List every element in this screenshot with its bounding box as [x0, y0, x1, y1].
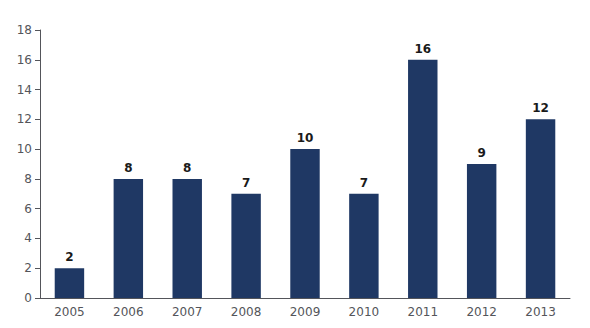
svg-text:2012: 2012	[466, 305, 497, 319]
svg-text:2008: 2008	[231, 305, 262, 319]
svg-text:7: 7	[242, 176, 250, 190]
svg-text:2: 2	[65, 250, 73, 264]
svg-text:14: 14	[17, 83, 32, 97]
svg-text:2013: 2013	[525, 305, 556, 319]
svg-text:2006: 2006	[113, 305, 144, 319]
svg-text:4: 4	[24, 231, 32, 245]
svg-text:8: 8	[183, 161, 191, 175]
svg-text:2010: 2010	[349, 305, 380, 319]
svg-text:2009: 2009	[290, 305, 321, 319]
svg-text:16: 16	[414, 42, 431, 56]
svg-text:12: 12	[17, 112, 32, 126]
svg-text:0: 0	[24, 291, 32, 305]
svg-text:8: 8	[124, 161, 132, 175]
svg-text:12: 12	[532, 101, 549, 115]
svg-text:9: 9	[477, 146, 485, 160]
svg-text:10: 10	[17, 142, 32, 156]
svg-text:18: 18	[17, 23, 32, 37]
svg-text:7: 7	[360, 176, 368, 190]
svg-text:16: 16	[17, 53, 32, 67]
svg-text:2: 2	[24, 261, 32, 275]
svg-text:6: 6	[24, 202, 32, 216]
svg-text:8: 8	[24, 172, 32, 186]
svg-text:10: 10	[297, 131, 314, 145]
svg-text:2007: 2007	[172, 305, 203, 319]
svg-text:2005: 2005	[54, 305, 85, 319]
svg-text:2011: 2011	[408, 305, 439, 319]
